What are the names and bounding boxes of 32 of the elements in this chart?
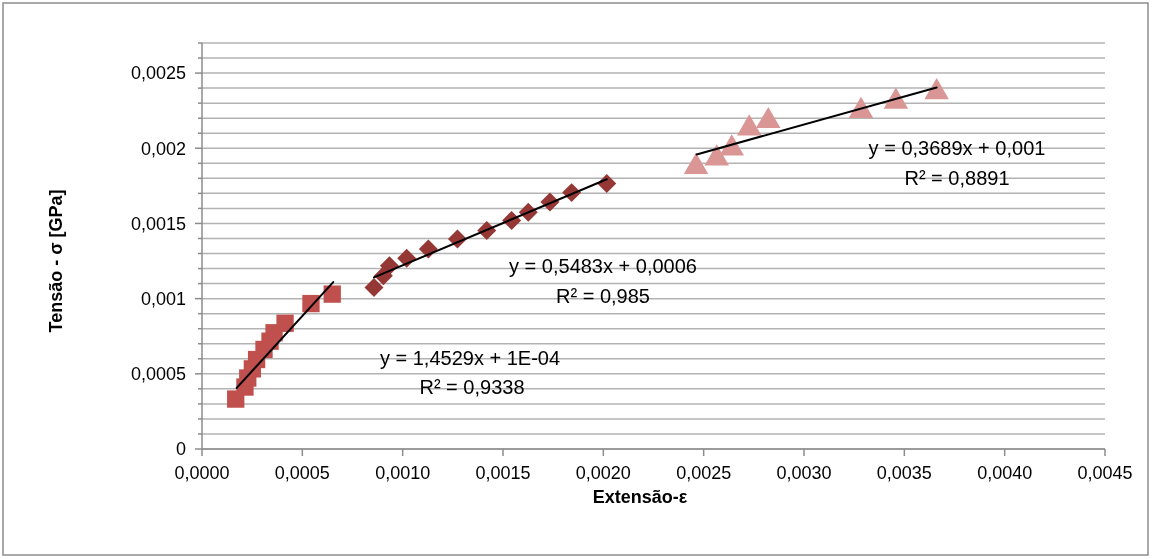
y-tick-label: 0,0025 <box>130 63 186 84</box>
x-tick-label: 0,0030 <box>776 463 832 483</box>
point <box>683 152 709 174</box>
point <box>924 78 949 100</box>
point <box>736 114 762 136</box>
point <box>704 144 729 166</box>
point <box>276 314 294 332</box>
annotation: R² = 0,8891 <box>904 167 1010 189</box>
x-tick-label: 0,0005 <box>274 463 330 483</box>
x-tick-label: 0,0000 <box>174 463 230 483</box>
x-tick-label: 0,0045 <box>1077 463 1133 483</box>
x-tick-label: 0,0020 <box>575 463 631 483</box>
x-tick-label: 0,0015 <box>475 463 531 483</box>
y-tick-label: 0,0005 <box>130 364 186 385</box>
point <box>323 285 341 303</box>
annotation: R² = 0,9338 <box>419 376 525 398</box>
y-tick-label: 0,0015 <box>130 213 186 234</box>
y-tick-label: 0 <box>175 439 186 460</box>
y-tick-label: 0,001 <box>140 288 186 309</box>
annotation: y = 0,5483x + 0,0006 <box>509 255 697 277</box>
y-tick-label: 0,002 <box>140 138 186 159</box>
point <box>364 278 384 297</box>
point <box>756 106 781 129</box>
annotation: R² = 0,985 <box>556 285 650 307</box>
x-axis-title: Extensão-ε <box>592 487 688 507</box>
annotation: y = 1,4529x + 1E-04 <box>379 347 561 369</box>
x-tick-label: 0,0040 <box>977 463 1033 483</box>
x-tick-label: 0,0025 <box>676 463 732 483</box>
x-tick-label: 0,0010 <box>375 463 431 483</box>
annotation: y = 0,3689x + 0,001 <box>868 137 1046 159</box>
y-axis-title: Tensão - σ [GPa] <box>46 189 66 333</box>
x-tick-label: 0,0035 <box>876 463 932 483</box>
